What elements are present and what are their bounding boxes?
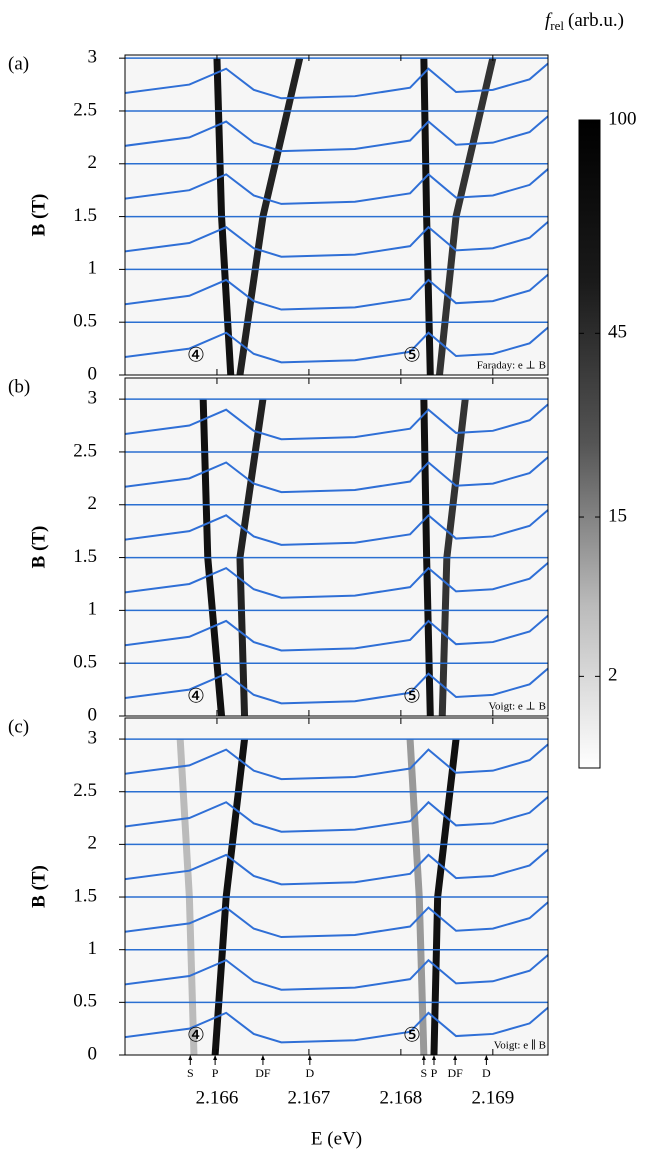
colorbar-tick-label: 100 [608, 108, 637, 129]
marker-head [484, 1055, 489, 1060]
spectrum [124, 326, 549, 364]
plot-background [125, 378, 548, 716]
circled-number: ④ [187, 686, 205, 708]
x-tick-label: 2.167 [288, 1087, 331, 1108]
y-tick-label: 2 [88, 833, 98, 854]
mode-label: Faraday: e ⊥ B [477, 360, 546, 372]
spectrum [124, 273, 549, 311]
y-tick-label: 0 [88, 704, 98, 725]
panel-label: (a) [8, 53, 29, 74]
marker-label: DF [447, 1066, 463, 1080]
y-axis-label: B (T) [28, 194, 49, 237]
spectrum [124, 168, 549, 205]
marker-head [213, 1055, 218, 1060]
spectrum [124, 796, 549, 833]
marker-label: D [305, 1066, 314, 1080]
x-axis-label: E (eV) [311, 1128, 362, 1149]
y-tick-label: 2.5 [73, 440, 97, 461]
plot-frame [124, 717, 549, 1056]
circled-number: ⑤ [403, 345, 421, 367]
marker-head [431, 1055, 436, 1060]
y-tick-label: 1 [88, 938, 98, 959]
spectrum [124, 743, 549, 781]
x-tick-label: 2.169 [471, 1087, 514, 1108]
plot-frame [124, 377, 549, 717]
marker-head [260, 1055, 265, 1060]
spectrum [124, 562, 549, 599]
plot-frame [124, 54, 549, 376]
marker-head [307, 1055, 312, 1060]
colorbar-title-sub: rel [550, 18, 564, 33]
colorbar-tick-label: 15 [608, 505, 627, 526]
y-tick-label: 3 [88, 727, 98, 748]
y-tick-label: 1.5 [73, 205, 97, 226]
marker-label: S [187, 1066, 194, 1080]
marker-head [421, 1055, 426, 1060]
marker-head [453, 1055, 458, 1060]
colorbar-tick-label: 45 [608, 322, 627, 343]
mode-label: Voigt: e ⊥ B [488, 701, 546, 713]
x-tick-label: 2.168 [379, 1087, 422, 1108]
y-tick-label: 3 [88, 387, 98, 408]
marker-label: P [431, 1066, 438, 1080]
colorbar [578, 119, 601, 769]
y-axis-label: B (T) [28, 865, 49, 908]
mode-label: Voigt: e ∥ B [494, 1039, 546, 1052]
colorbar-title: frel (arb.u.) [545, 10, 624, 33]
marker-label: S [421, 1066, 428, 1080]
y-tick-label: 1.5 [73, 885, 97, 906]
spectrum [124, 614, 549, 652]
circled-number: ④ [187, 345, 205, 367]
x-tick-label: 2.166 [196, 1087, 239, 1108]
marker-label: P [212, 1066, 219, 1080]
marker-label: D [482, 1066, 491, 1080]
spectrum [124, 1006, 549, 1044]
y-tick-label: 1.5 [73, 546, 97, 567]
spectrum [124, 667, 549, 705]
y-tick-label: 0.5 [73, 652, 97, 673]
y-tick-label: 2 [88, 152, 98, 173]
colorbar-tick-label: 2 [608, 665, 618, 686]
panel-label: (c) [8, 716, 29, 737]
y-tick-label: 2.5 [73, 780, 97, 801]
y-tick-label: 2.5 [73, 99, 97, 120]
y-tick-label: 3 [88, 47, 98, 68]
y-tick-label: 0 [88, 363, 98, 384]
spectrum [124, 509, 549, 546]
marker-label: DF [255, 1066, 271, 1080]
colorbar-title-f: f [545, 10, 553, 31]
y-tick-label: 1 [88, 258, 98, 279]
y-tick-label: 0.5 [73, 311, 97, 332]
spectrum [124, 954, 549, 991]
spectrum [124, 62, 549, 100]
spectrum [124, 403, 549, 441]
y-tick-label: 0 [88, 1043, 98, 1064]
y-tick-label: 2 [88, 493, 98, 514]
spectrum [124, 456, 549, 494]
y-tick-label: 0.5 [73, 991, 97, 1012]
spectrum [124, 848, 549, 886]
y-tick-label: 1 [88, 599, 98, 620]
spectrum [124, 901, 549, 939]
circled-number: ④ [187, 1025, 205, 1047]
panel-label: (b) [8, 376, 30, 397]
y-axis-label: B (T) [28, 526, 49, 569]
marker-head [188, 1055, 193, 1060]
spectrum [124, 221, 549, 258]
circled-number: ⑤ [403, 1025, 421, 1047]
spectrum [124, 115, 549, 153]
colorbar-title-unit: (arb.u.) [568, 10, 624, 31]
circled-number: ⑤ [403, 686, 421, 708]
